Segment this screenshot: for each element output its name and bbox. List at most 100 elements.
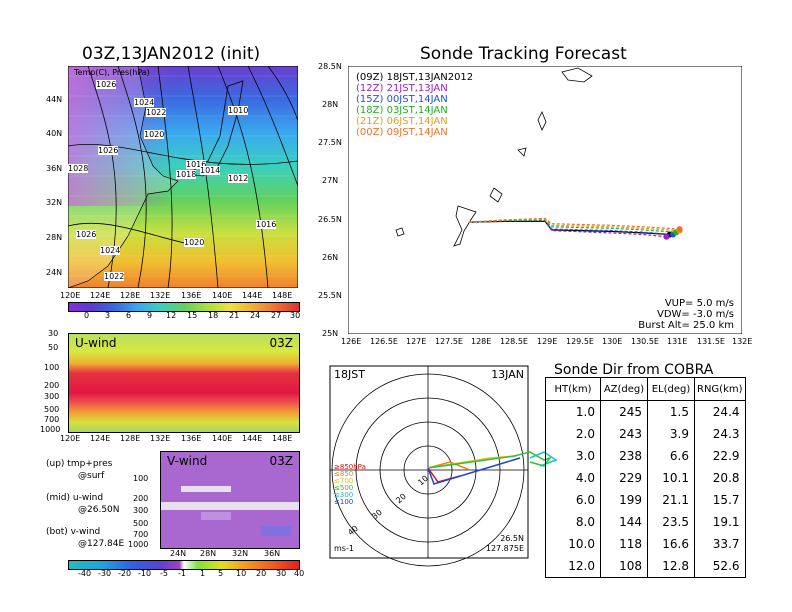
col-header: AZ(deg)	[600, 377, 648, 401]
u-wind-y-label: 30	[48, 329, 59, 338]
u-wind-x-label: 124E	[90, 434, 111, 443]
v-wind-y-label: 500	[133, 519, 149, 528]
track-lat-label: 25N	[322, 329, 339, 338]
colorbar-tick: 15	[187, 311, 198, 320]
v-wind-band	[161, 502, 299, 510]
hodograph-lon: 127.875E	[485, 544, 524, 553]
colorbar-tick: 0	[84, 311, 90, 320]
track-lon-label: 126.5E	[370, 337, 398, 346]
track-lon-label: 129.5E	[566, 337, 594, 346]
u-wind-y-label: 50	[48, 343, 59, 352]
launch-jst: 09JST,14JAN	[386, 127, 448, 138]
landing-point	[676, 226, 683, 233]
track-lat-label: 28.5N	[318, 62, 342, 71]
hodograph-lat: 26.5N	[500, 534, 524, 543]
launch-legend-row: (00Z) 09JST,14JAN	[356, 127, 473, 138]
map-svg	[67, 65, 299, 289]
colorbar-tick: 30	[276, 569, 287, 578]
u-wind-y-label: 100	[44, 363, 60, 372]
v-wind-label: V-wind	[167, 454, 208, 468]
table-cell: 144	[600, 511, 648, 533]
table-cell: 245	[600, 400, 648, 423]
colorbar-tick: 3	[105, 311, 111, 320]
okinawa-island	[453, 205, 477, 247]
island	[517, 147, 527, 157]
track-lat-label: 27N	[322, 176, 339, 185]
colorbar-tick: 10	[236, 569, 247, 578]
hodograph-traces	[427, 451, 558, 485]
hodograph-svg	[329, 365, 558, 567]
table-cell: 6.0	[545, 489, 601, 511]
table-cell: 21.1	[647, 489, 695, 511]
isobar-label: 1028	[68, 164, 89, 173]
track-lat-label: 27.5N	[318, 138, 342, 147]
table-cell: 10.1	[647, 467, 695, 489]
isobar-label: 1024	[134, 98, 155, 107]
isobar-label: 1014	[200, 166, 221, 175]
note-mid: (mid) u-wind	[46, 493, 104, 503]
u-wind-x-label: 144E	[242, 434, 263, 443]
temperature-pressure-map: Temp(C), Pres(hPa) 1026 1024 1022 1010 1…	[67, 65, 299, 289]
table-cell: 8.0	[545, 511, 601, 533]
launch-legend-row: (21Z) 06JST,14JAN	[356, 116, 473, 127]
map-lat-label: 40N	[46, 129, 63, 138]
track-lon-label: 131.5E	[697, 337, 725, 346]
note-up: (up) tmp+pres	[46, 459, 113, 469]
table-cell: 12.0	[545, 555, 601, 578]
burst-altitude: Burst Alt= 25.0 km	[638, 320, 734, 331]
colorbar-tick: 21	[229, 311, 240, 320]
launch-utc: (18Z)	[356, 105, 384, 116]
u-wind-x-label: 136E	[181, 434, 202, 443]
note-bot-sub: @127.84E	[78, 539, 125, 549]
sonde-dir-table: HT(km) AZ(deg) EL(deg) RNG(km) 1.0 245 1.5…	[545, 377, 746, 578]
table-cell: 33.7	[694, 533, 746, 555]
launch-jst: 03JST,14JAN	[386, 105, 448, 116]
v-wind-x-label: 28N	[200, 549, 217, 558]
island	[537, 111, 547, 131]
table-cell: 3.9	[647, 423, 695, 445]
v-wind-x-label: 24N	[170, 549, 187, 558]
table-row: 1.0 245 1.5 24.4	[545, 400, 746, 423]
isobar-label: 1016	[186, 160, 207, 169]
launch-legend-row: (12Z) 21JST,13JAN	[356, 83, 473, 94]
v-wind-band	[181, 486, 231, 492]
v-wind-x-label: 32N	[232, 549, 249, 558]
tracking-plot: (09Z) 18JST,13JAN2012 (12Z) 21JST,13JAN …	[347, 65, 743, 335]
u-wind-y-label: 200	[44, 381, 60, 390]
table-cell: 1.5	[647, 400, 695, 423]
island	[561, 67, 593, 83]
track-lat-label: 26N	[322, 253, 339, 262]
map-lon-label: 148E	[272, 291, 293, 300]
v-wind-band	[201, 512, 231, 520]
track-lon-label: 128E	[471, 337, 492, 346]
table-cell: 199	[600, 489, 648, 511]
ascent-rate: VUP= 5.0 m/s	[664, 298, 734, 309]
colorbar-tick: 40	[294, 569, 305, 578]
map-lon-label: 144E	[242, 291, 263, 300]
map-lat-label: 36N	[46, 164, 63, 173]
track-lon-label: 132E	[732, 337, 753, 346]
col-header: EL(deg)	[647, 377, 695, 401]
note-mid-sub: @26.50N	[78, 505, 120, 515]
colorbar-tick: -20	[118, 569, 132, 578]
u-wind-y-label: 300	[44, 392, 60, 401]
island	[395, 227, 405, 237]
table-cell: 24.4	[694, 400, 746, 423]
u-wind-x-label: 120E	[60, 434, 81, 443]
v-wind-y-label: 200	[133, 494, 149, 503]
table-cell: 2.0	[545, 423, 601, 445]
table-row: 6.0 199 21.1 15.7	[545, 489, 746, 511]
table-row: 10.0 118 16.6 33.7	[545, 533, 746, 555]
table-cell: 238	[600, 445, 648, 467]
map-panel-label: Temp(C), Pres(hPa)	[74, 68, 150, 77]
level-legend-item: ≤300	[334, 491, 354, 499]
table-row: 3.0 238 6.6 22.9	[545, 445, 746, 467]
col-header: HT(km)	[545, 377, 601, 401]
colorbar-tick: -1	[178, 569, 186, 578]
wind-hodograph: 18JST 13JAN 10 20 30 40 ≥850hPa ≤850 ≤70…	[329, 365, 558, 567]
u-wind-y-label: 700	[44, 415, 60, 424]
isobar-label: 1018	[176, 170, 197, 179]
launch-utc: (15Z)	[356, 94, 384, 105]
launch-legend-row: (15Z) 00JST,14JAN	[356, 94, 473, 105]
note-up-sub: @surf	[78, 471, 105, 481]
